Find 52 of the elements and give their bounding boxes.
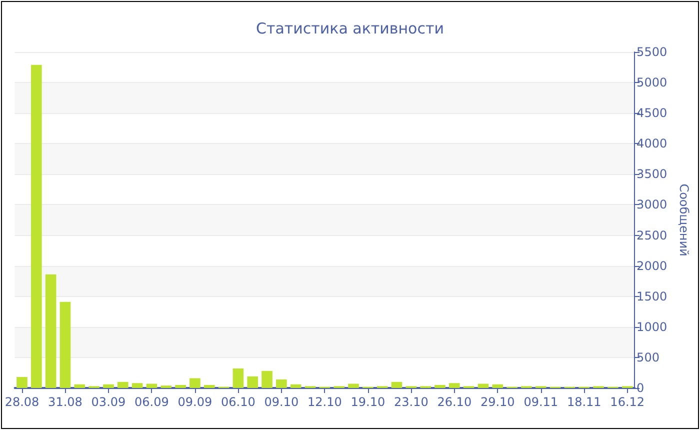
y-tick-label: 5000	[636, 76, 668, 90]
y-tick-label: 5500	[636, 45, 668, 59]
x-tick-label: 16.12	[610, 395, 645, 409]
bar	[448, 383, 460, 388]
y-tick-label: 4500	[636, 106, 668, 120]
y-tick-label: 0	[636, 381, 644, 395]
bar	[30, 64, 42, 388]
x-tick-label: 09.10	[264, 395, 299, 409]
x-tick-label: 03.09	[91, 395, 126, 409]
bar	[290, 384, 302, 388]
bar	[16, 377, 28, 388]
bar	[276, 379, 287, 388]
x-tick-label: 23.10	[394, 395, 428, 409]
x-tick-label: 09.09	[178, 395, 212, 409]
x-tick-label: 09.11	[524, 395, 558, 409]
x-tick-label: 18.11	[566, 395, 602, 409]
bar	[190, 378, 200, 388]
x-tick-label: 12.10	[307, 395, 342, 409]
bar	[103, 384, 114, 388]
y-tick-label: 4000	[636, 136, 668, 151]
bar	[348, 384, 359, 388]
chart-title: Статистика активности	[256, 20, 444, 38]
bar	[247, 376, 258, 388]
y-tick-label: 2500	[636, 228, 668, 242]
bar	[117, 382, 128, 388]
bar	[146, 384, 158, 388]
bar	[232, 368, 244, 388]
x-tick-label: 29.10	[480, 395, 515, 409]
bar	[132, 383, 143, 388]
bar	[74, 384, 86, 388]
y-tick-label: 500	[636, 350, 660, 364]
bar	[60, 302, 71, 388]
bar	[391, 382, 402, 388]
bar	[175, 384, 186, 388]
x-tick-label: 28.08	[4, 395, 40, 409]
bar	[262, 370, 272, 388]
y-tick-label: 1000	[636, 320, 668, 334]
y-tick-label: 3500	[636, 167, 668, 182]
bar	[478, 384, 489, 388]
y-tick-label: 1500	[636, 289, 668, 304]
x-tick-label: 06.09	[134, 395, 169, 409]
bar	[492, 384, 504, 388]
x-tick-label: 31.08	[48, 395, 82, 409]
x-tick-label: 19.10	[350, 395, 386, 409]
y-tick-label: 3000	[636, 198, 668, 212]
y-axis-title: Сообщений	[677, 184, 691, 256]
x-tick-label: 06.10	[221, 395, 256, 409]
bar	[204, 384, 215, 388]
y-tick-label: 2000	[636, 258, 668, 273]
bar	[434, 384, 446, 388]
bar	[45, 274, 56, 388]
x-tick-label: 26.10	[437, 395, 472, 409]
